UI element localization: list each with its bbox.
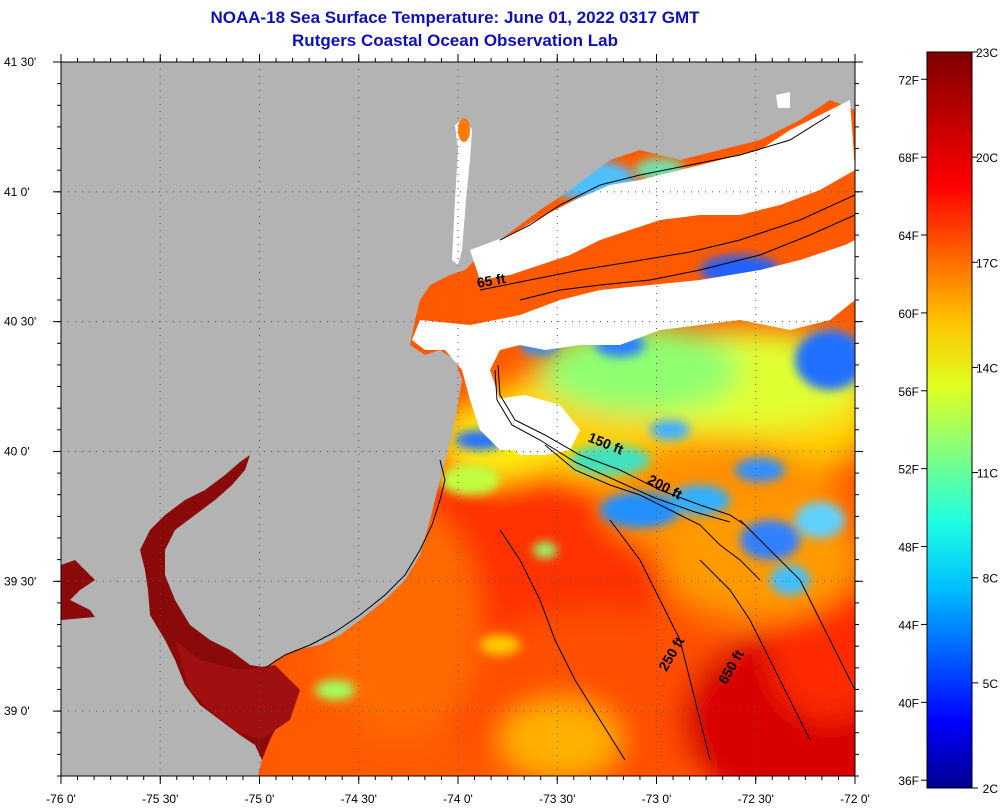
isobath-label: 65 ft [476,270,507,291]
latitude-axis: 41 30' 41 0' 40 30' 40 0' 39 30' 39 0' [4,55,863,777]
colorbar-fahrenheit-label: 40F [898,696,919,710]
lon-tick-label: -72 30' [738,792,774,806]
colorbar-celsius-labels: 23C 20C 17C 14C 11C 8C 5C 2C [972,46,998,796]
lon-tick-label: -75 0' [245,792,275,806]
lon-tick-label: -74 0' [443,792,473,806]
colorbar-celsius-label: 20C [976,151,998,165]
colorbar-celsius-label: 23C [976,46,998,60]
colorbar-fahrenheit-label: 52F [898,463,919,477]
colorbar-fahrenheit-label: 68F [898,151,919,165]
colorbar-celsius-label: 14C [976,361,998,375]
lon-tick-label: -72 0' [840,792,870,806]
colorbar-gradient [926,51,973,789]
colorbar-celsius-label: 17C [976,256,998,270]
colorbar-fahrenheit-label: 48F [898,541,919,555]
colorbar-fahrenheit-label: 72F [898,73,919,87]
lon-tick-label: -73 0' [642,792,672,806]
colorbar-celsius-label: 5C [983,677,999,691]
colorbar-celsius-label: 2C [983,782,999,796]
lat-tick-label: 41 30' [4,55,36,69]
lon-tick-label: -75 30' [142,792,178,806]
delaware-bay [61,455,300,760]
lat-tick-label: 39 30' [4,574,36,588]
map-title: NOAA-18 Sea Surface Temperature: June 01… [210,8,700,27]
colorbar-fahrenheit-label: 56F [898,385,919,399]
isobath-lines [479,194,855,761]
lon-tick-label: -73 30' [539,792,575,806]
colorbar-fahrenheit-label: 60F [898,307,919,321]
colorbar-fahrenheit-label: 64F [898,229,919,243]
colorbar-fahrenheit-labels: 72F 68F 64F 60F 56F 52F 48F 44F 40F 36F [898,73,927,788]
lon-tick-label: -74 30' [341,792,377,806]
colorbar-fahrenheit-label: 44F [898,618,919,632]
graticule [61,62,855,776]
colorbar: 23C 20C 17C 14C 11C 8C 5C 2C 72F 68F 64F 60F 56F 52F… [898,46,998,796]
colorbar-fahrenheit-label: 36F [898,774,919,788]
lat-tick-label: 40 0' [4,444,30,458]
map-subtitle: Rutgers Coastal Ocean Observation Lab [292,31,618,50]
longitude-axis: -76 0' -75 30' -75 0' -74 30' -74 0' -73 30' -… [46,54,870,806]
sst-cold-patches [315,158,855,700]
lon-tick-label: -76 0' [46,792,76,806]
lat-tick-label: 40 30' [4,315,36,329]
lat-tick-label: 41 0' [4,185,30,199]
coastline [264,114,831,669]
colorbar-celsius-label: 8C [983,572,999,586]
land-mass [61,62,855,776]
lat-tick-label: 39 0' [4,704,30,718]
colorbar-celsius-label: 11C [977,467,998,481]
